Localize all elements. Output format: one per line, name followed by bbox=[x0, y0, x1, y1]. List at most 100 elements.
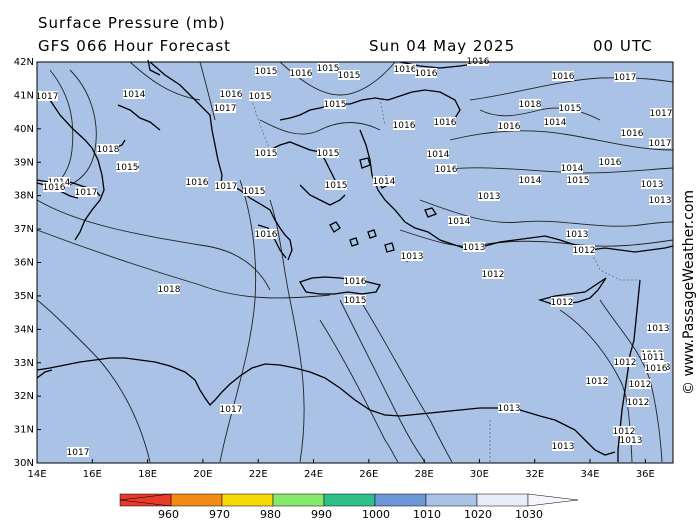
isobar-label-bg bbox=[561, 163, 583, 173]
isobar-label-bg bbox=[325, 180, 347, 190]
country-borders bbox=[249, 94, 640, 462]
isobar-label: 1016 bbox=[434, 118, 457, 128]
isobars bbox=[36, 61, 674, 463]
isobar-label: 1017 bbox=[650, 109, 673, 119]
isobar-label-bg bbox=[43, 182, 65, 192]
isobar-label-bg bbox=[552, 441, 574, 451]
isobar-label: 1012 bbox=[613, 427, 636, 437]
isobar-label: 1014 bbox=[561, 164, 584, 174]
colorbar-label: 990 bbox=[311, 508, 332, 521]
isobar-label: 1016 bbox=[435, 165, 458, 175]
isobar-label: 1015 bbox=[344, 296, 367, 306]
isobar-label: 1015 bbox=[255, 149, 278, 159]
isobar-label-bg bbox=[559, 103, 581, 113]
isobar-label: 1012 bbox=[614, 358, 637, 368]
colorbar-segment bbox=[170, 493, 223, 507]
colorbar-segment bbox=[476, 493, 529, 507]
isobar-label-bg bbox=[498, 403, 520, 413]
forecast-date: Sun 04 May 2025 bbox=[369, 37, 516, 55]
colorbar-label: 1000 bbox=[362, 508, 390, 521]
lon-label: 16E bbox=[83, 469, 102, 480]
isobar-label-bg bbox=[344, 276, 366, 286]
isobar-label-bg bbox=[401, 251, 423, 261]
isobar-label-bg bbox=[629, 379, 651, 389]
isobar-label: 1015 bbox=[559, 104, 582, 114]
isobar-label: 1013 bbox=[566, 230, 589, 240]
isobar-label: 1012 bbox=[551, 298, 574, 308]
isobar-label-bg bbox=[567, 175, 589, 185]
isobar-label-bg bbox=[290, 68, 312, 78]
isobar-label-bg bbox=[317, 63, 339, 73]
isobar-label-bg bbox=[544, 117, 566, 127]
isobar-label: 1014 bbox=[448, 217, 471, 227]
colorbar-label: 1010 bbox=[413, 508, 441, 521]
isobar-label-bg bbox=[613, 426, 635, 436]
colorbar-segment bbox=[221, 493, 274, 507]
isobar-label: 1015 bbox=[338, 71, 361, 81]
isobar-label-bg bbox=[427, 149, 449, 159]
pressure-colorbar bbox=[119, 493, 579, 507]
isobar-label-bg bbox=[255, 148, 277, 158]
isobar-label: 1016 bbox=[599, 158, 622, 168]
isobar-label-bg bbox=[614, 357, 636, 367]
lat-label: 39N bbox=[14, 157, 34, 168]
isobar-label-bg bbox=[255, 66, 277, 76]
isobar-label-bg bbox=[67, 447, 89, 457]
isobar-label: 1016 bbox=[621, 129, 644, 139]
isobar-label: 1016 bbox=[344, 277, 367, 287]
isobar-label: 1015 bbox=[317, 149, 340, 159]
colorbar-segment bbox=[272, 493, 325, 507]
isobar-label: 1017 bbox=[67, 448, 90, 458]
lon-axis: 14E 16E 18E 20E 22E 24E 26E 28E 30E 32E 34E 36E bbox=[27, 459, 655, 480]
isobar-label: 1012 bbox=[482, 270, 505, 280]
isobar-label-bg bbox=[214, 103, 236, 113]
colorbar-label: 1020 bbox=[464, 508, 492, 521]
isobar-label: 1013 bbox=[620, 436, 643, 446]
lat-label: 33N bbox=[14, 358, 34, 369]
isobar-label: 1017 bbox=[214, 104, 237, 114]
isobar-label: 1012 bbox=[573, 246, 596, 256]
isobar-label: 1016 bbox=[394, 65, 417, 75]
isobar-label-bg bbox=[649, 138, 671, 148]
isobar-label: 1011 bbox=[642, 353, 665, 363]
isobar-label-bg bbox=[97, 144, 119, 154]
lon-label: 34E bbox=[581, 469, 600, 480]
lat-label: 41N bbox=[14, 90, 34, 101]
isobar-label: 1017 bbox=[75, 188, 98, 198]
isobar-label: 1018 bbox=[97, 145, 120, 155]
lat-label: 31N bbox=[14, 425, 34, 436]
map-background bbox=[37, 62, 673, 463]
isobar-label-bg bbox=[621, 128, 643, 138]
lon-label: 18E bbox=[138, 469, 157, 480]
lat-label: 34N bbox=[14, 324, 34, 335]
isobar-label-bg bbox=[393, 120, 415, 130]
isobar-label: 1015 bbox=[324, 100, 347, 110]
isobar-label: 1013 bbox=[401, 252, 424, 262]
isobar-label: 1013 bbox=[641, 180, 664, 190]
isobar-label-bg bbox=[344, 295, 366, 305]
isobar-label: 1015 bbox=[325, 181, 348, 191]
isobar-label-bg bbox=[478, 191, 500, 201]
isobar-label: 1013 bbox=[647, 324, 670, 334]
colorbar-label: 980 bbox=[260, 508, 281, 521]
isobar-label-bg bbox=[215, 181, 237, 191]
isobar-label: 1014 bbox=[519, 176, 542, 186]
isobar-label-bg bbox=[647, 323, 669, 333]
isobar-label: 1014 bbox=[373, 177, 396, 187]
isobar-label-bg bbox=[448, 216, 470, 226]
isobar-label-bg bbox=[324, 99, 346, 109]
lon-label: 36E bbox=[636, 469, 655, 480]
isobar-label-bg bbox=[186, 177, 208, 187]
isobar-label-bg bbox=[650, 108, 672, 118]
isobar-label-bg bbox=[463, 242, 485, 252]
isobar-label: 1013 bbox=[552, 442, 575, 452]
colorbar-label: 960 bbox=[158, 508, 179, 521]
colorbar-high-arrow bbox=[527, 493, 579, 507]
isobar-label: 1016 bbox=[393, 121, 416, 131]
lon-label: 28E bbox=[415, 469, 434, 480]
isobar-label-bg bbox=[566, 229, 588, 239]
isobar-label-bg bbox=[338, 70, 360, 80]
isobar-label: 1012 bbox=[627, 398, 650, 408]
lon-label: 20E bbox=[193, 469, 212, 480]
isobar-label-bg bbox=[249, 91, 271, 101]
